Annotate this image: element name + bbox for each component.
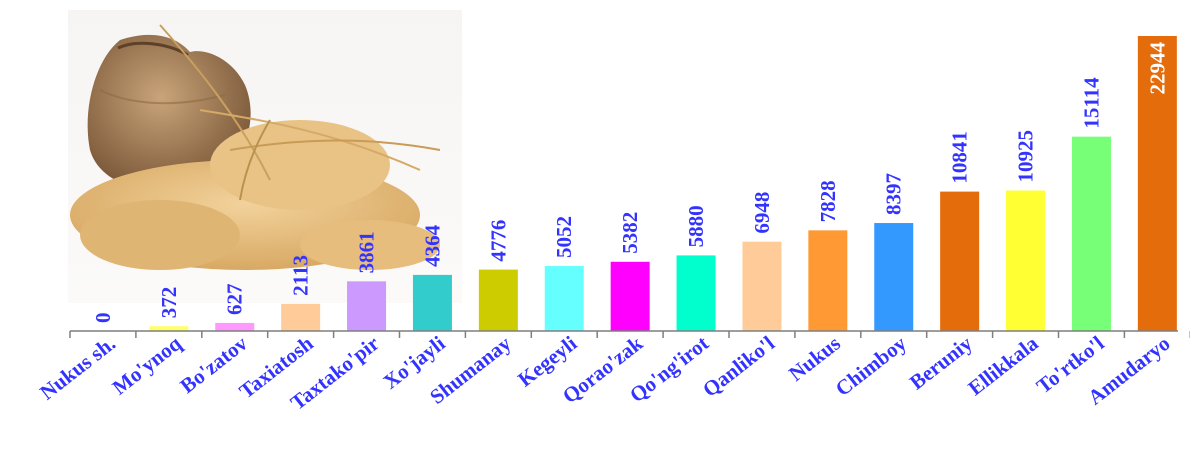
bar: [742, 241, 782, 331]
bar: [412, 274, 452, 331]
data-label: 7828: [816, 180, 840, 222]
bar: [940, 191, 980, 331]
bar: [874, 223, 914, 331]
data-label: 5052: [552, 216, 576, 258]
data-label: 10925: [1014, 130, 1038, 183]
data-label: 5880: [684, 205, 708, 247]
bar: [1137, 36, 1177, 331]
bar: [281, 303, 321, 331]
bar: [1006, 190, 1046, 331]
wheat-sack-illustration: [68, 10, 462, 303]
data-label: 2113: [289, 255, 313, 296]
x-tick-label: Mo'ynoq: [108, 331, 186, 400]
bar: [478, 269, 518, 331]
data-label: 3861: [355, 231, 379, 273]
bar: [347, 281, 387, 331]
value-labels-group: 0 372 627 2113 3861 4364 4776 5052 5382 5880 6948 7…: [91, 42, 1169, 324]
x-tick-label: Qanliko'l: [698, 331, 779, 402]
data-label: 4776: [486, 220, 510, 262]
bars-group: [149, 36, 1177, 331]
bar: [808, 230, 848, 331]
data-label: 10841: [948, 131, 972, 184]
data-label: 0: [91, 313, 115, 324]
bar: [544, 266, 584, 331]
data-label: 4364: [420, 224, 444, 267]
x-tick-labels-group: Nukus sh.Mo'ynoqBo'zatovTaxiatoshTaxtako…: [35, 331, 1174, 415]
bar: [1071, 136, 1111, 331]
data-label: 627: [223, 283, 247, 315]
bar: [149, 326, 189, 331]
data-label: 5382: [618, 212, 642, 254]
data-label: 372: [157, 287, 181, 319]
x-tick-label: Ellikkala: [963, 331, 1043, 401]
data-label: 22944: [1145, 42, 1169, 95]
x-tick-label: Chimboy: [831, 331, 911, 401]
data-label: 8397: [882, 173, 906, 215]
data-label: 15114: [1079, 77, 1103, 129]
bar: [215, 322, 255, 331]
x-tick-label: Nukus sh.: [35, 331, 120, 405]
x-axis-ticks: [69, 331, 1190, 338]
bar: [676, 255, 716, 331]
bar: [610, 261, 650, 331]
data-label: 6948: [750, 192, 774, 234]
